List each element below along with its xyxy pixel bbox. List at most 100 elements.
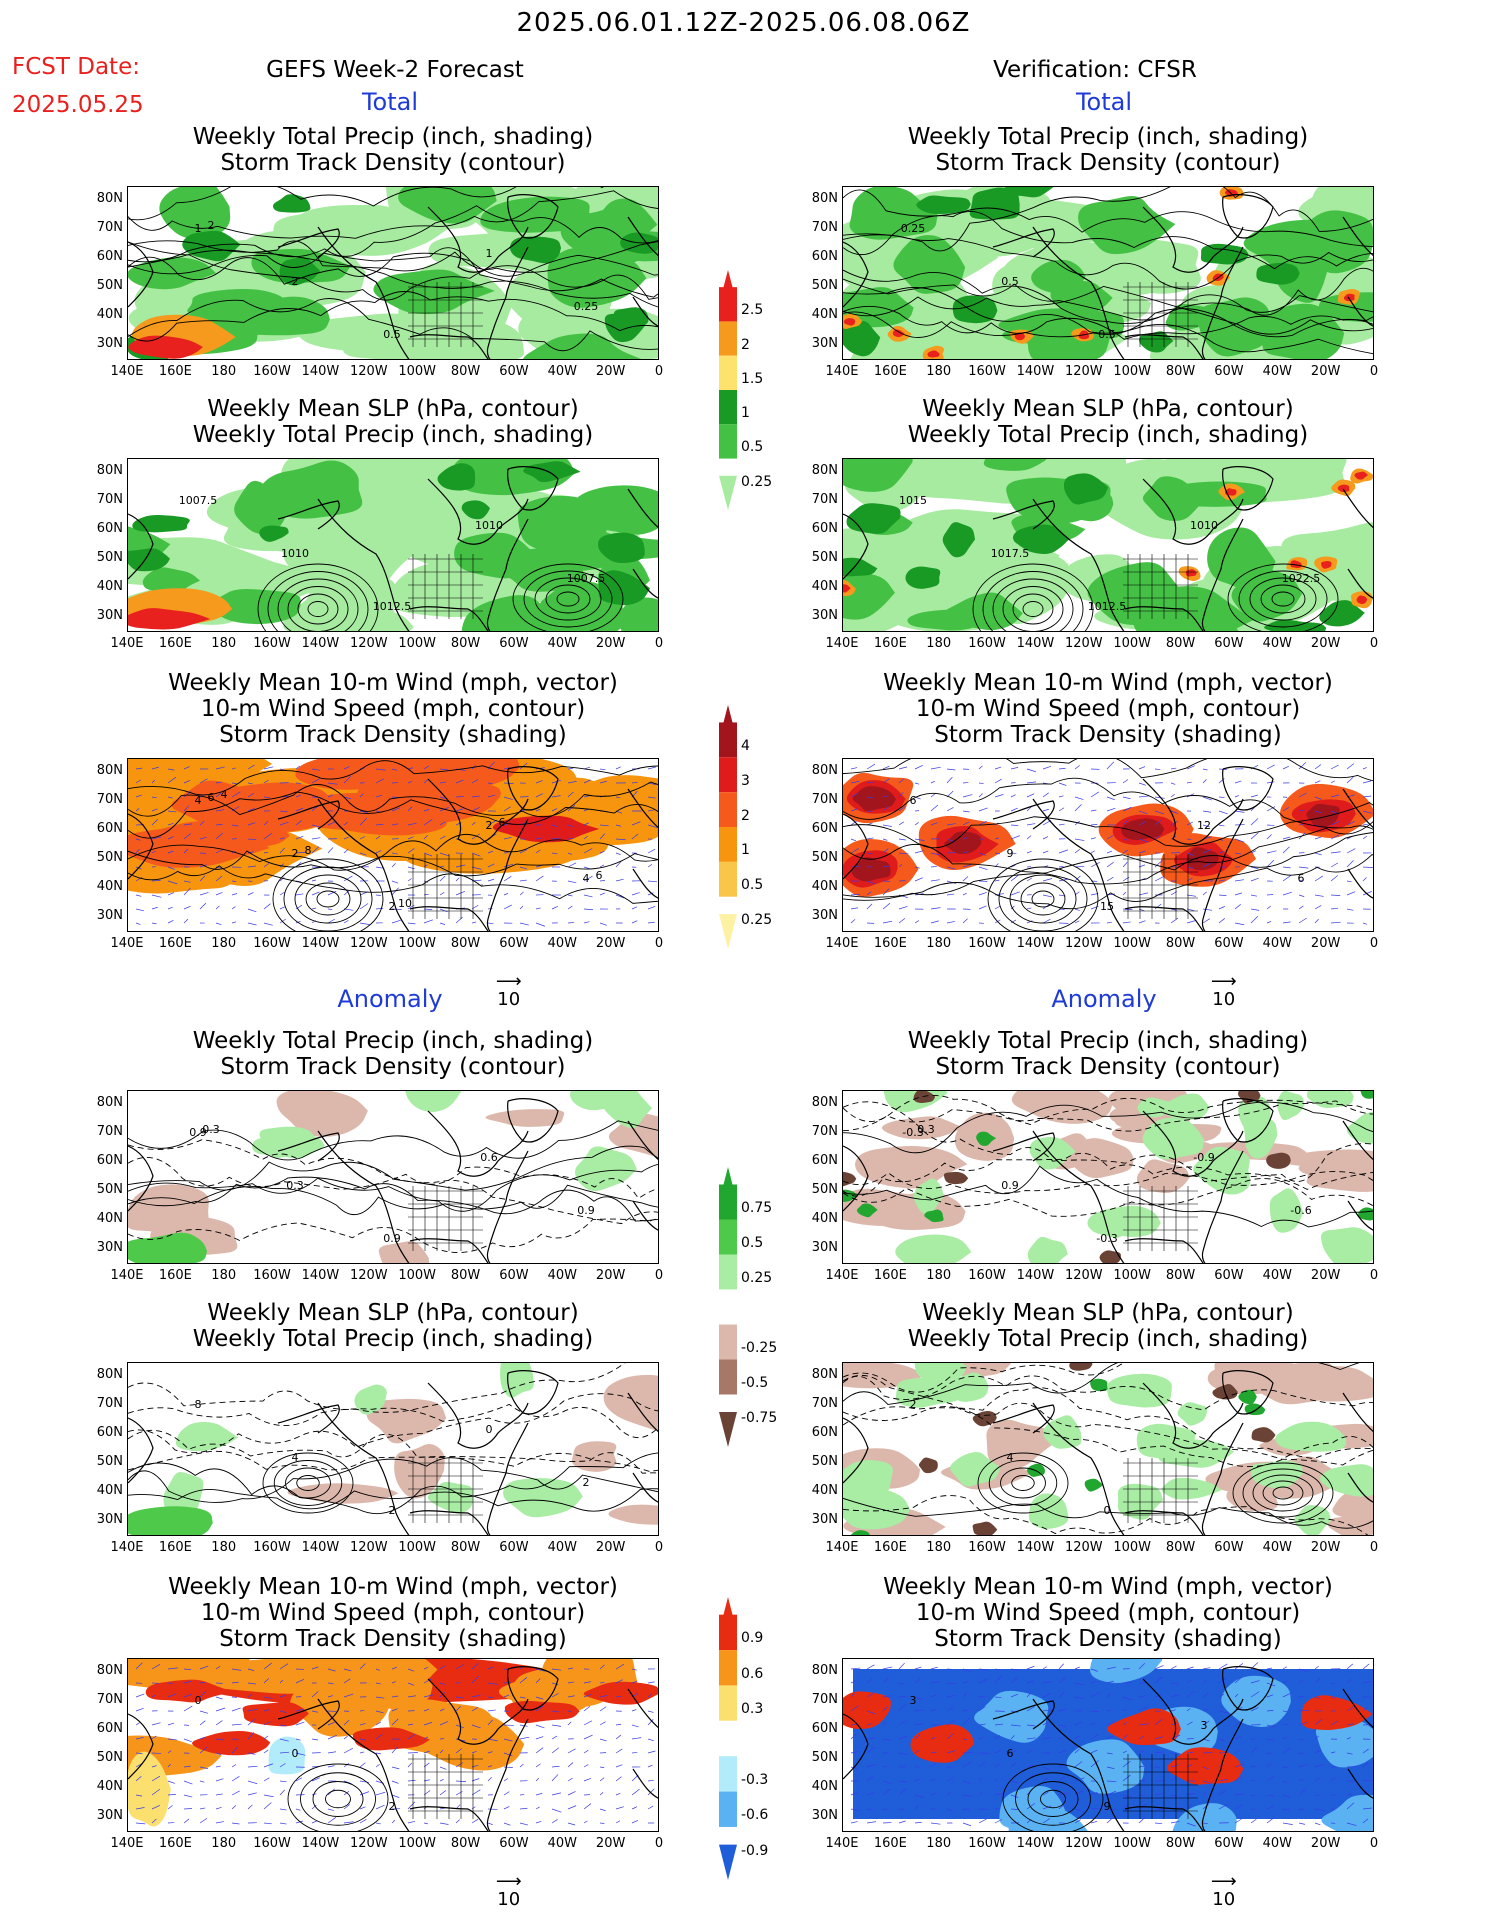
contour-label: 2 — [389, 900, 396, 913]
lat-tick-label: 30N — [811, 908, 838, 923]
lat-tick-label: 40N — [811, 879, 838, 894]
vector-reference: ⟶ 10 — [1204, 1871, 1244, 1911]
lon-tick-label: 120W — [349, 1540, 388, 1555]
vector-reference-arrow-icon: ⟶ — [1210, 1871, 1237, 1892]
lon-tick-label: 140E — [110, 1540, 144, 1555]
lon-tick-label: 120W — [1064, 636, 1103, 651]
lat-tick-label: 70N — [96, 1396, 123, 1411]
anomaly-shade — [366, 1398, 447, 1444]
storm-anomaly-shade — [128, 1751, 171, 1827]
state-borders — [1123, 1754, 1198, 1819]
map-panel-verification-1: 1015 1017.5 1012.5 1010 1022.5 — [842, 458, 1374, 632]
panel-title: Weekly Total Precip (inch, shading) Stor… — [907, 1028, 1309, 1080]
anomaly-shade — [1161, 1477, 1223, 1500]
contour-label: 1015 — [899, 494, 927, 507]
contour-label: -0.3 — [902, 1126, 923, 1139]
panel-title: Weekly Mean 10-m Wind (mph, vector) 10-m… — [883, 670, 1333, 748]
precip-shade — [618, 597, 658, 631]
anomaly-shade — [1011, 1091, 1114, 1124]
lon-tick-label: 140W — [1016, 636, 1055, 651]
coastlines — [128, 1098, 658, 1263]
anomaly-shade — [276, 1091, 368, 1137]
lon-tick-label: 80W — [450, 1540, 481, 1555]
storm-anomaly-shade — [583, 1681, 658, 1705]
right-anomaly-label: Anomaly — [1051, 985, 1157, 1013]
contour-label: 1012.5 — [1088, 600, 1127, 613]
coastlines — [843, 766, 1373, 931]
state-borders — [1123, 554, 1198, 619]
storm-anomaly-shade — [242, 1702, 309, 1727]
colorbar-label: -0.9 — [741, 1842, 769, 1859]
vector-reference: ⟶ 10 — [1204, 973, 1244, 1011]
lon-tick-label: 100W — [398, 1540, 437, 1555]
precip-shade — [1185, 569, 1197, 577]
state-borders — [408, 282, 483, 347]
anomaly-shade — [570, 1091, 626, 1111]
lon-tick-label: 180 — [926, 364, 952, 379]
fcst-date-label: FCST Date: — [12, 54, 140, 80]
storm-shade — [852, 786, 896, 812]
colorbar-label: 3 — [741, 772, 750, 789]
colorbar-storm-anomaly — [719, 1597, 737, 1880]
lon-tick-label: 140E — [110, 1836, 144, 1851]
contour-label: 2 — [389, 1800, 396, 1813]
contour-lines — [128, 1363, 658, 1515]
lon-tick-label: 160W — [253, 1836, 291, 1851]
lat-tick-label: 40N — [811, 1483, 838, 1498]
contour-label: 1007.5 — [567, 572, 606, 585]
coastlines — [843, 1098, 1373, 1263]
anomaly-shade — [943, 1171, 969, 1185]
closed-contours — [512, 563, 624, 631]
storm-shade — [201, 782, 332, 834]
anomaly-shade — [378, 1241, 430, 1263]
storm-anomaly-shade — [1321, 1794, 1373, 1831]
lat-tick-label: 50N — [96, 1750, 123, 1765]
lon-tick-label: 140E — [825, 1836, 859, 1851]
anomaly-shade — [1193, 1146, 1251, 1195]
lat-tick-label: 50N — [811, 1454, 838, 1469]
precip-shade — [142, 567, 201, 595]
lon-tick-label: 140W — [301, 364, 340, 379]
anomaly-shade — [1069, 1363, 1093, 1371]
lat-tick-label: 80N — [96, 763, 123, 778]
precip-shade — [547, 247, 647, 308]
lon-tick-label: 40W — [1262, 936, 1292, 951]
precip-shade — [298, 313, 432, 355]
precip-shade — [613, 307, 649, 329]
coastlines — [128, 194, 658, 359]
lon-tick-label: 160W — [968, 1268, 1006, 1283]
anomaly-shade — [1306, 1091, 1354, 1109]
colorbar-cap — [719, 475, 737, 510]
anomaly-shade — [855, 1145, 968, 1189]
anomaly-shade — [1159, 1093, 1210, 1120]
lon-tick-label: 120W — [349, 636, 388, 651]
coastlines — [128, 766, 658, 931]
precip-shade — [187, 288, 288, 319]
anomaly-shade — [949, 1372, 989, 1402]
closed-contours — [257, 563, 379, 631]
lat-tick-label: 60N — [96, 1721, 123, 1736]
lat-tick-label: 70N — [811, 492, 838, 507]
storm-anomaly-shade — [290, 1671, 391, 1737]
colorbar-label: 2.5 — [741, 302, 764, 319]
anomaly-shade — [1238, 1389, 1257, 1405]
storm-anomaly-shade — [145, 1679, 233, 1703]
lon-tick-label: 100W — [1113, 1540, 1152, 1555]
contour-label: 0.6 — [480, 1151, 498, 1164]
lon-tick-label: 20W — [1310, 364, 1341, 379]
contour-label: 6 — [1298, 872, 1305, 885]
lat-tick-label: 50N — [96, 550, 123, 565]
contour-label: 8 — [195, 1398, 202, 1411]
storm-shade — [1121, 818, 1165, 841]
lon-tick-label: 180 — [926, 936, 952, 951]
lon-tick-label: 180 — [211, 1268, 237, 1283]
panel-title: Weekly Mean 10-m Wind (mph, vector) 10-m… — [883, 1574, 1333, 1652]
lon-tick-label: 20W — [1310, 936, 1341, 951]
lon-tick-label: 140W — [1016, 1540, 1055, 1555]
lon-tick-label: 20W — [595, 1836, 626, 1851]
lon-tick-label: 80W — [1165, 636, 1196, 651]
lon-tick-label: 180 — [211, 936, 237, 951]
precip-shade — [205, 589, 301, 625]
precip-shade — [1005, 187, 1054, 198]
precip-shade — [259, 525, 289, 542]
